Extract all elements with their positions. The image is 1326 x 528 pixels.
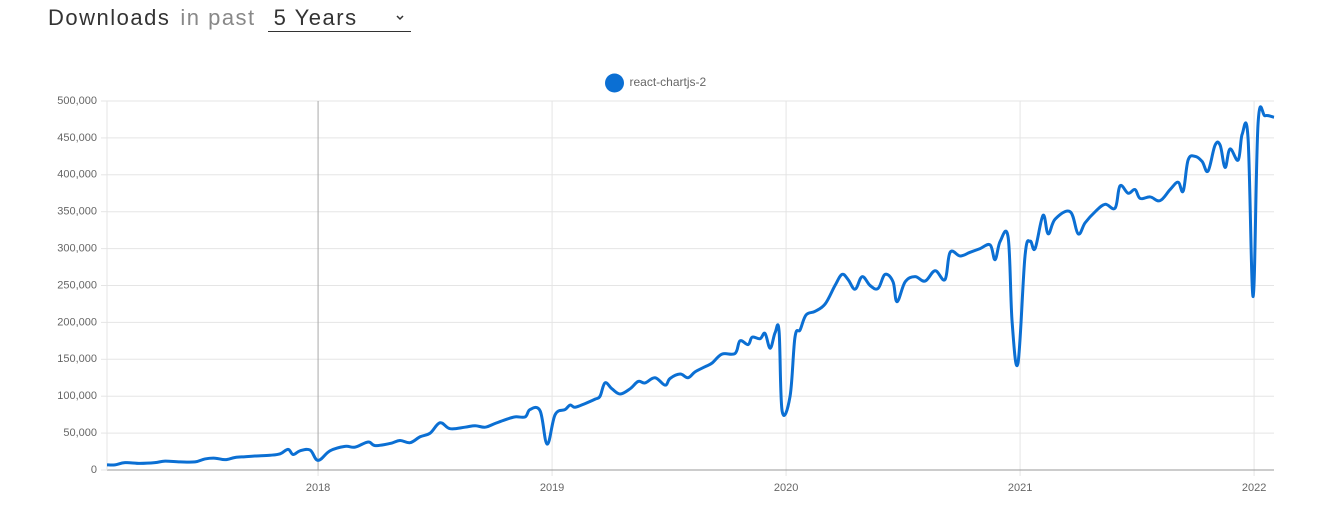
legend-text: react-chartjs-2: [630, 75, 707, 89]
x-tick-label: 2019: [540, 482, 564, 494]
y-tick-label: 300,000: [57, 243, 97, 255]
header: Downloads in past 5 Years: [48, 2, 411, 34]
chevron: [396, 14, 404, 20]
y-tick-label: 100,000: [57, 390, 97, 402]
legend-swatch: [605, 73, 624, 93]
range-value[interactable]: 5 Years: [273, 4, 358, 30]
x-tick-label: 2020: [774, 482, 798, 494]
x-tick-label: 2022: [1242, 482, 1266, 494]
x-tick-label: 2018: [306, 482, 330, 494]
series-line: [106, 105, 1275, 467]
y-tick-label: 150,000: [57, 353, 97, 365]
y-tick-label: 50,000: [63, 427, 97, 439]
range-prefix: in past: [180, 5, 256, 30]
y-tick-label: 0: [91, 464, 97, 476]
y-tick-label: 250,000: [57, 279, 97, 291]
y-tick-label: 200,000: [57, 316, 97, 328]
x-tick-label: 2021: [1008, 482, 1032, 494]
range-select[interactable]: 5 Years: [267, 4, 411, 32]
y-tick-label: 500,000: [57, 95, 97, 107]
header-title: Downloads: [48, 5, 171, 30]
y-tick-label: 350,000: [57, 206, 97, 218]
y-tick-label: 400,000: [57, 169, 97, 181]
y-tick-label: 450,000: [57, 132, 97, 144]
